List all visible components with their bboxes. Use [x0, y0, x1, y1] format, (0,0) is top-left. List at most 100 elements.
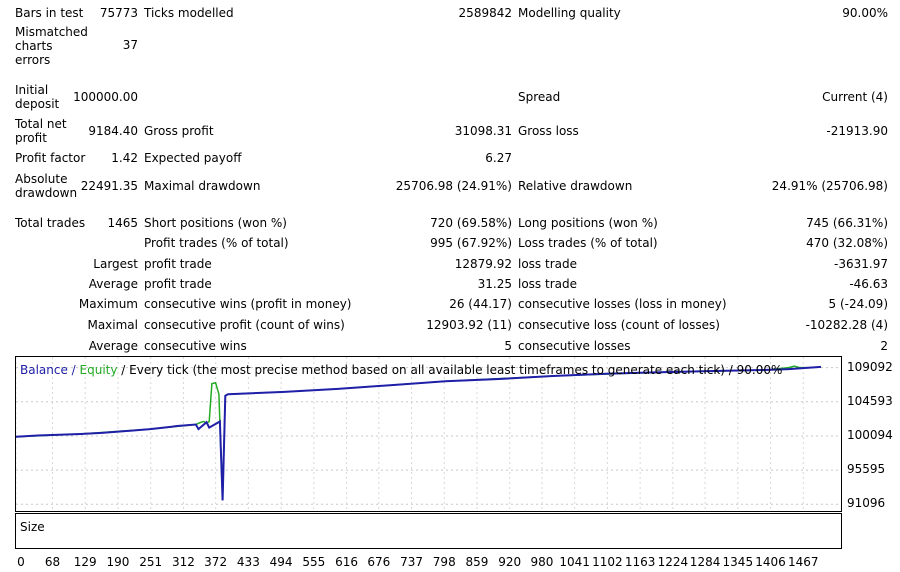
largest-label: Largest [93, 257, 138, 271]
long-positions-value: 745 (66.31%) [806, 216, 888, 230]
x-tick-label: 1163 [624, 555, 656, 569]
x-tick-label: 494 [269, 555, 293, 569]
total-trades-value: 1465 [107, 216, 138, 230]
expected-payoff-label: Expected payoff [144, 151, 242, 165]
abs-drawdown-value: 22491.35 [80, 179, 138, 193]
maximum-label: Maximum [78, 297, 138, 311]
balance-chart: Balance / Equity / Every tick (the most … [15, 356, 842, 512]
x-tick-label: 1041 [559, 555, 590, 569]
total-trades-label: Total trades [15, 216, 86, 230]
rel-drawdown-value: 24.91% (25706.98) [771, 179, 888, 193]
equity-line [16, 365, 822, 501]
ticks-value: 2589842 [458, 6, 512, 20]
largest-loss-value: -3631.97 [834, 257, 888, 271]
size-panel: Size [15, 513, 842, 549]
profit-trades-label: Profit trades (% of total) [144, 236, 289, 250]
mismatch-label: Mismatched charts errors [15, 25, 88, 67]
gross-loss-label: Gross loss [518, 124, 579, 138]
initial-deposit-label: Initial deposit [15, 83, 60, 111]
mismatch-value: 37 [122, 38, 138, 52]
quality-value: 90.00% [842, 6, 888, 20]
x-tick-label: 920 [498, 555, 522, 569]
loss-trades-value: 470 (32.08%) [806, 236, 888, 250]
y-tick-label: 91096 [847, 496, 886, 511]
gross-profit-value: 31098.31 [454, 124, 512, 138]
largest-loss-label: loss trade [518, 257, 577, 271]
rel-drawdown-label: Relative drawdown [518, 179, 633, 193]
x-tick-label: 0 [17, 555, 25, 569]
gross-loss-value: -21913.90 [826, 124, 888, 138]
average-profit-value: 31.25 [477, 277, 512, 291]
x-tick-label: 1284 [689, 555, 721, 569]
x-tick-label: 676 [367, 555, 391, 569]
bars-label: Bars in test [15, 6, 84, 20]
x-tick-label: 312 [171, 555, 195, 569]
x-tick-label: 372 [204, 555, 228, 569]
profit-trades-value: 995 (67.92%) [430, 236, 512, 250]
chart-title-separator: / [67, 363, 80, 377]
x-tick-label: 737 [400, 555, 423, 569]
x-tick-label: 1224 [657, 555, 689, 569]
quality-label: Modelling quality [518, 6, 621, 20]
maximal-cons-loss-label: consecutive loss (count of losses) [518, 318, 720, 332]
net-profit-label: Total net profit [15, 117, 67, 145]
largest-profit-value: 12879.92 [454, 257, 512, 271]
y-tick-label: 100094 [847, 427, 893, 442]
abs-drawdown-label: Absolute drawdown [15, 172, 78, 200]
average-loss-label: loss trade [518, 277, 577, 291]
largest-profit-label: profit trade [144, 257, 212, 271]
avg-cons-wins-label: consecutive wins [144, 339, 247, 353]
net-profit-value: 9184.40 [88, 124, 138, 138]
maximal-cons-loss-value: -10282.28 (4) [805, 318, 888, 332]
expected-payoff-value: 6.27 [485, 151, 512, 165]
avg-cons-label: Average [88, 339, 138, 353]
y-tick-label: 104593 [847, 393, 893, 408]
max-cons-wins-value: 26 (44.17) [449, 297, 512, 311]
spread-value: Current (4) [822, 90, 888, 104]
max-cons-wins-label: consecutive wins (profit in money) [144, 297, 352, 311]
avg-cons-wins-value: 5 [504, 339, 512, 353]
gross-profit-label: Gross profit [144, 124, 214, 138]
x-tick-label: 616 [335, 555, 359, 569]
avg-cons-losses-value: 2 [880, 339, 888, 353]
y-tick-label: 95595 [847, 462, 886, 477]
average-profit-label: profit trade [144, 277, 212, 291]
max-drawdown-value: 25706.98 (24.91%) [395, 179, 512, 193]
x-tick-label: 798 [432, 555, 456, 569]
x-tick-label: 555 [302, 555, 326, 569]
average-loss-value: -46.63 [849, 277, 888, 291]
initial-deposit-value: 100000.00 [73, 90, 138, 104]
x-tick-label: 129 [73, 555, 97, 569]
chart-title-description: / Every tick (the most precise method ba… [117, 363, 783, 377]
x-tick-label: 433 [236, 555, 260, 569]
short-positions-label: Short positions (won %) [144, 216, 287, 230]
ticks-label: Ticks modelled [144, 6, 234, 20]
chart-title: Balance / Equity / Every tick (the most … [20, 363, 782, 377]
maximal-cons-profit-label: consecutive profit (count of wins) [144, 318, 345, 332]
x-tick-label: 1406 [755, 555, 786, 569]
maximal-label: Maximal [87, 318, 138, 332]
size-label: Size [20, 520, 45, 534]
spread-label: Spread [518, 90, 561, 104]
long-positions-label: Long positions (won %) [518, 216, 658, 230]
x-tick-label: 1467 [788, 555, 819, 569]
y-tick-label: 109092 [847, 359, 893, 374]
chart-title-balance: Balance [20, 363, 68, 377]
x-tick-label: 68 [44, 555, 61, 569]
average-label: Average [88, 277, 138, 291]
profit-factor-label: Profit factor [15, 151, 86, 165]
bars-value: 75773 [99, 6, 138, 20]
x-tick-label: 1345 [722, 555, 754, 569]
x-tick-label: 251 [139, 555, 163, 569]
chart-title-equity: Equity [79, 363, 118, 377]
x-tick-label: 1102 [592, 555, 623, 569]
short-positions-value: 720 (69.58%) [430, 216, 512, 230]
max-cons-losses-value: 5 (-24.09) [828, 297, 889, 311]
max-cons-losses-label: consecutive losses (loss in money) [518, 297, 727, 311]
profit-factor-value: 1.42 [111, 151, 138, 165]
loss-trades-label: Loss trades (% of total) [518, 236, 658, 250]
maximal-cons-profit-value: 12903.92 (11) [426, 318, 512, 332]
x-tick-label: 980 [530, 555, 554, 569]
x-tick-label: 190 [106, 555, 130, 569]
max-drawdown-label: Maximal drawdown [144, 179, 261, 193]
